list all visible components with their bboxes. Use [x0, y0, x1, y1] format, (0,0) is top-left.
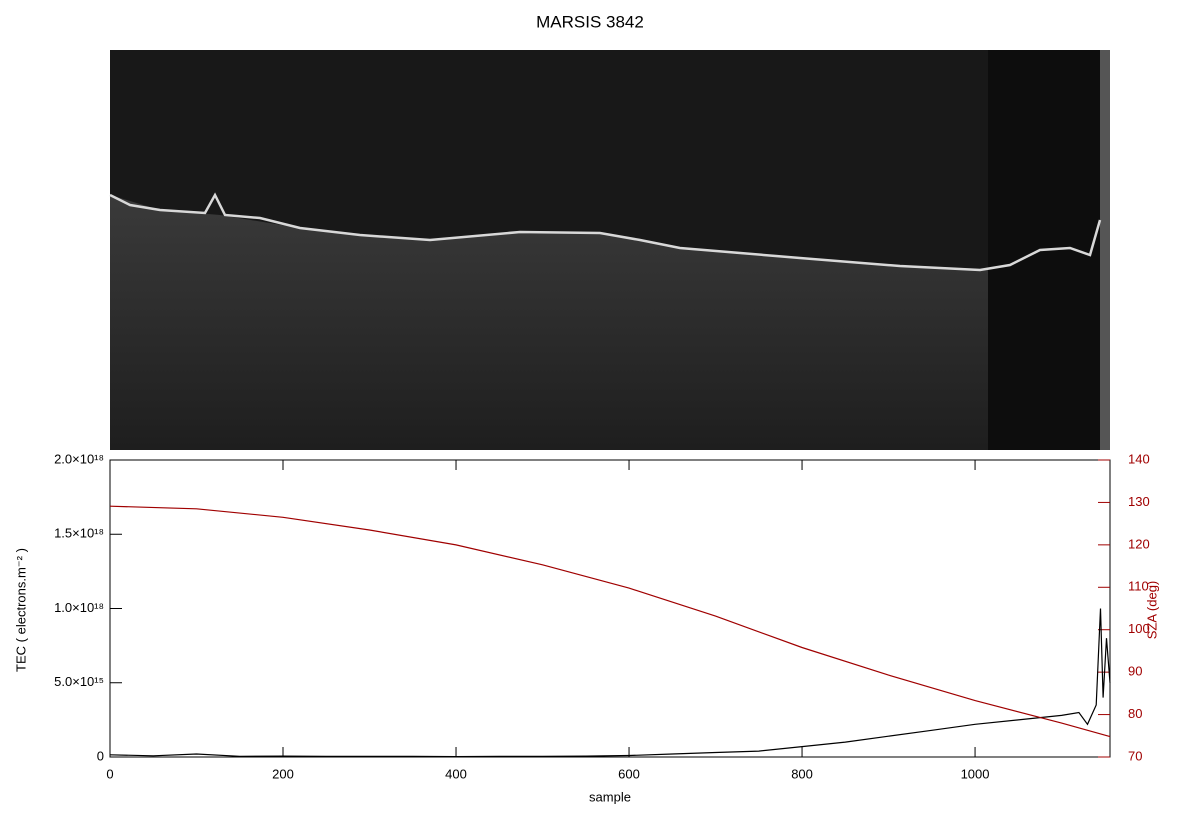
y2-tick-label: 140 — [1128, 451, 1150, 466]
chart-title: MARSIS 3842 — [536, 12, 644, 31]
y-tick-label: 0 — [97, 748, 104, 763]
y-tick-label: 1.0×10¹⁸ — [54, 600, 104, 615]
radargram — [109, 50, 1110, 450]
y-tick-label: 2.0×10¹⁸ — [54, 451, 104, 466]
y2-tick-label: 80 — [1128, 706, 1142, 721]
x-tick-label: 200 — [272, 766, 294, 781]
y2-tick-label: 100 — [1128, 621, 1150, 636]
y-tick-label: 5.0×10¹⁵ — [54, 674, 104, 689]
x-tick-label: 1000 — [961, 766, 990, 781]
plot-frame — [109, 459, 1111, 758]
y-tick-label: 1.5×10¹⁸ — [54, 526, 104, 541]
y2-tick-label: 90 — [1128, 664, 1142, 679]
y2-axis-label: SZA (deg) — [1144, 581, 1159, 640]
y2-tick-label: 120 — [1128, 536, 1150, 551]
y2-tick-label: 70 — [1128, 748, 1142, 763]
data-line — [109, 608, 1111, 758]
data-line — [109, 505, 1111, 738]
y-axis-label: TEC ( electrons.m⁻² ) — [13, 548, 28, 672]
y2-tick-label: 110 — [1128, 579, 1149, 594]
x-axis-label: sample — [589, 789, 631, 804]
x-tick-label: 800 — [791, 766, 813, 781]
x-tick-label: 400 — [445, 766, 467, 781]
x-tick-label: 0 — [106, 766, 113, 781]
x-tick-label: 600 — [618, 766, 640, 781]
y2-tick-label: 130 — [1128, 494, 1150, 509]
